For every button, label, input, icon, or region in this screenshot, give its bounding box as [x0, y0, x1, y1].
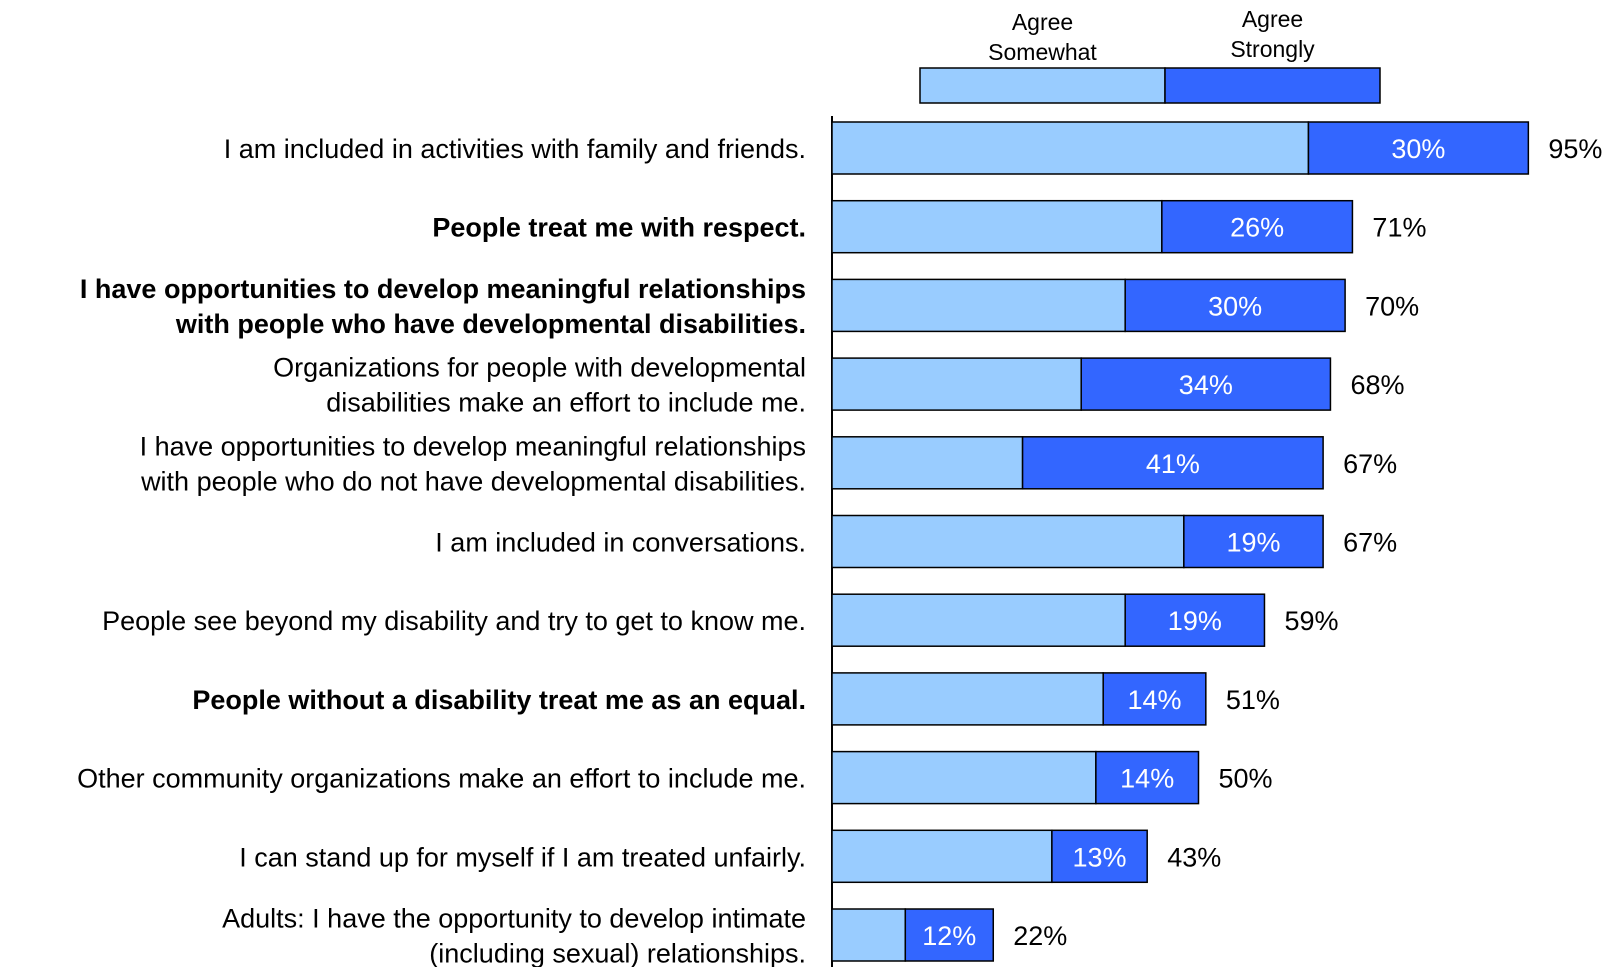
legend-label: Strongly	[1230, 36, 1315, 62]
legend-label: Agree	[1012, 9, 1073, 35]
total-value-label: 67%	[1343, 449, 1397, 479]
strongly-value-label: 34%	[1179, 370, 1233, 400]
category-label: Other community organizations make an ef…	[77, 764, 806, 794]
bar-agree-somewhat	[831, 829, 1053, 884]
bar-agree-somewhat	[831, 908, 907, 962]
bar-agree-strongly	[1124, 278, 1346, 333]
category-label: I am included in activities with family …	[224, 134, 806, 164]
bar-agree-somewhat	[831, 593, 1126, 647]
bar-agree-strongly	[1021, 436, 1324, 490]
bar-agree-strongly	[1080, 357, 1332, 411]
bar-agree-somewhat	[831, 278, 1126, 333]
strongly-value-label: 41%	[1146, 449, 1200, 479]
bar-agree-strongly	[1183, 514, 1324, 569]
strongly-value-label: 19%	[1168, 606, 1222, 636]
legend-swatch-agree-strongly	[1164, 67, 1381, 104]
strongly-value-label: 30%	[1391, 134, 1445, 164]
bar-agree-strongly	[1051, 829, 1148, 884]
category-label: with people who have developmental disab…	[175, 309, 806, 339]
bar-agree-somewhat	[831, 514, 1185, 569]
bar-agree-strongly	[904, 908, 995, 962]
bar-agree-somewhat	[831, 436, 1024, 490]
category-label: People see beyond my disability and try …	[102, 606, 806, 636]
legend: Agree Somewhat Agree Strongly	[919, 6, 1381, 104]
category-label: I have opportunities to develop meaningf…	[140, 431, 806, 461]
total-value-label: 43%	[1167, 842, 1221, 872]
total-value-label: 95%	[1548, 134, 1602, 164]
category-label: Adults: I have the opportunity to develo…	[222, 904, 806, 934]
total-value-label: 71%	[1372, 213, 1426, 243]
category-label: I have opportunities to develop meaningf…	[80, 274, 806, 304]
total-value-label: 70%	[1365, 291, 1419, 321]
strongly-value-label: 19%	[1226, 528, 1280, 558]
legend-swatch-agree-somewhat	[919, 67, 1166, 104]
legend-label: Agree	[1242, 6, 1303, 32]
strongly-value-label: 14%	[1120, 764, 1174, 794]
legend-label: Somewhat	[988, 39, 1097, 65]
category-label: with people who do not have developmenta…	[140, 466, 806, 496]
bar-agree-somewhat	[831, 357, 1082, 411]
total-value-label: 22%	[1013, 921, 1067, 951]
category-label: (including sexual) relationships.	[429, 939, 806, 967]
bar-agree-strongly	[1124, 593, 1266, 647]
bar-agree-strongly	[1307, 121, 1530, 175]
total-value-label: 67%	[1343, 528, 1397, 558]
category-label: I am included in conversations.	[435, 528, 806, 558]
category-label: People treat me with respect.	[432, 213, 806, 243]
bar-agree-somewhat	[831, 121, 1310, 175]
total-value-label: 59%	[1284, 606, 1338, 636]
total-value-label: 51%	[1226, 685, 1280, 715]
category-label: I can stand up for myself if I am treate…	[239, 842, 806, 872]
strongly-value-label: 13%	[1073, 842, 1127, 872]
total-value-label: 50%	[1219, 764, 1273, 794]
bar-agree-strongly	[1161, 199, 1354, 254]
strongly-value-label: 26%	[1230, 213, 1284, 243]
bar-agree-strongly	[1095, 750, 1200, 805]
strongly-value-label: 30%	[1208, 291, 1262, 321]
category-labels-group: I am included in activities with family …	[77, 134, 806, 967]
category-label: People without a disability treat me as …	[192, 685, 806, 715]
bar-agree-somewhat	[831, 199, 1163, 254]
bar-agree-somewhat	[831, 750, 1097, 805]
total-value-label: 68%	[1350, 370, 1404, 400]
category-label: Organizations for people with developmen…	[273, 353, 806, 383]
category-label: disabilities make an effort to include m…	[326, 388, 806, 418]
bar-agree-somewhat	[831, 672, 1104, 726]
strongly-value-label: 14%	[1127, 685, 1181, 715]
bars-group: 30% 95% 26% 71% 30% 70% 34% 68% 41% 67% 19% 67% 19% 5…	[831, 121, 1602, 962]
strongly-value-label: 12%	[922, 921, 976, 951]
bar-agree-strongly	[1102, 672, 1207, 726]
